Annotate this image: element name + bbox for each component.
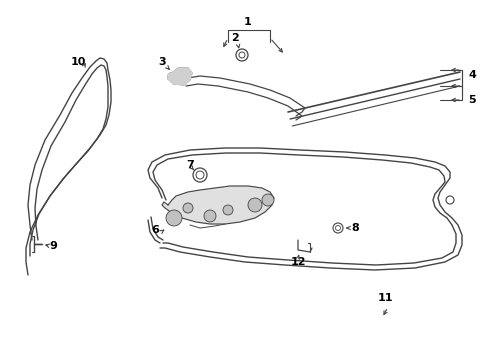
Text: 6: 6	[151, 225, 159, 235]
Text: 7: 7	[186, 160, 193, 170]
Circle shape	[183, 203, 193, 213]
Text: 4: 4	[467, 70, 475, 80]
Polygon shape	[162, 186, 273, 224]
Circle shape	[247, 198, 262, 212]
Text: 12: 12	[290, 257, 305, 267]
Circle shape	[223, 205, 232, 215]
Circle shape	[203, 210, 216, 222]
Circle shape	[165, 210, 182, 226]
Text: 1: 1	[244, 17, 251, 27]
Text: 10: 10	[70, 57, 85, 67]
Polygon shape	[168, 68, 192, 85]
Text: 2: 2	[231, 33, 238, 43]
Text: 9: 9	[49, 241, 57, 251]
Text: 8: 8	[350, 223, 358, 233]
Text: 5: 5	[467, 95, 475, 105]
Circle shape	[262, 194, 273, 206]
Text: 3: 3	[158, 57, 165, 67]
Text: 11: 11	[376, 293, 392, 303]
